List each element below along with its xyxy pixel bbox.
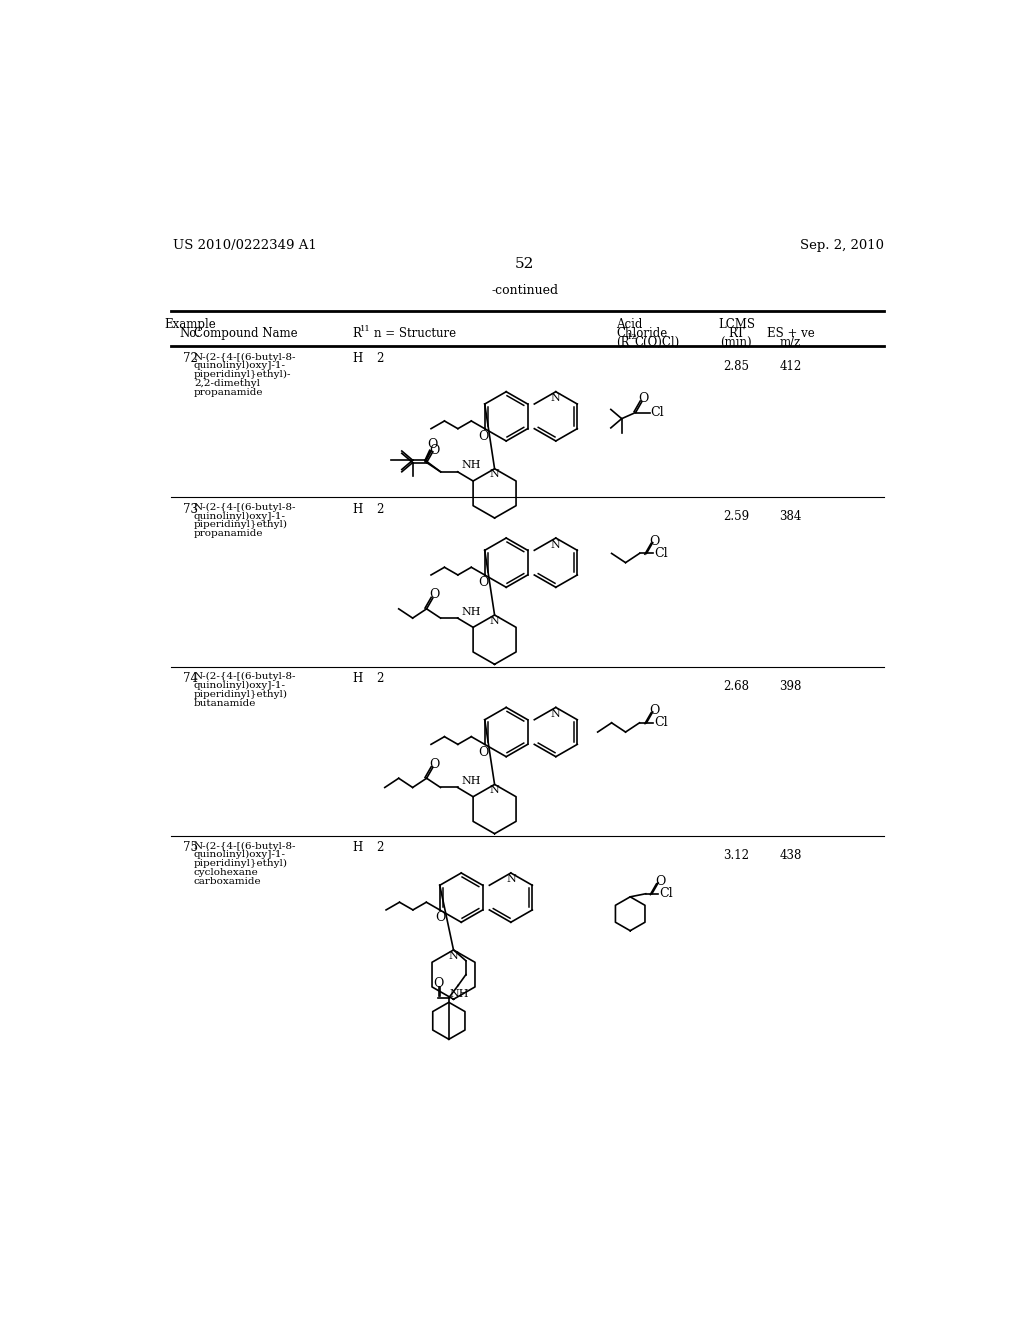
Text: 2.68: 2.68	[723, 680, 750, 693]
Text: Cl: Cl	[658, 887, 673, 900]
Text: 52: 52	[515, 257, 535, 271]
Text: quinolinyl)oxy]-1-: quinolinyl)oxy]-1-	[194, 681, 286, 690]
Text: n = Structure: n = Structure	[375, 327, 457, 341]
Text: butanamide: butanamide	[194, 698, 256, 708]
Text: piperidinyl}ethyl): piperidinyl}ethyl)	[194, 520, 288, 529]
Text: N: N	[449, 950, 459, 961]
Text: N-(2-{4-[(6-butyl-8-: N-(2-{4-[(6-butyl-8-	[194, 841, 296, 850]
Text: propanamide: propanamide	[194, 529, 263, 539]
Text: cyclohexane: cyclohexane	[194, 869, 259, 876]
Text: Example: Example	[164, 318, 216, 331]
Text: N-(2-{4-[(6-butyl-8-: N-(2-{4-[(6-butyl-8-	[194, 503, 296, 512]
Text: 412: 412	[779, 360, 802, 374]
Text: O: O	[478, 746, 488, 759]
Text: 2: 2	[376, 841, 383, 854]
Text: carboxamide: carboxamide	[194, 876, 261, 886]
Text: O: O	[638, 392, 648, 405]
Text: 2.59: 2.59	[723, 511, 750, 523]
Text: O: O	[429, 758, 439, 771]
Text: piperidinyl}ethyl): piperidinyl}ethyl)	[194, 859, 288, 869]
Text: Cl: Cl	[654, 717, 668, 730]
Text: O: O	[429, 444, 439, 457]
Text: 2: 2	[376, 672, 383, 685]
Text: Cl: Cl	[654, 546, 668, 560]
Text: -continued: -continued	[492, 284, 558, 297]
Text: (min): (min)	[721, 337, 753, 350]
Text: quinolinyl)oxy]-1-: quinolinyl)oxy]-1-	[194, 511, 286, 520]
Text: m/z: m/z	[780, 337, 801, 350]
Text: O: O	[478, 430, 488, 444]
Text: No.: No.	[179, 327, 201, 341]
Text: Acid: Acid	[616, 318, 643, 331]
Text: 74: 74	[182, 672, 198, 685]
Text: O: O	[428, 438, 438, 451]
Text: O: O	[435, 911, 445, 924]
Text: NH: NH	[462, 776, 481, 785]
Text: 2: 2	[376, 352, 383, 366]
Text: H: H	[352, 672, 362, 685]
Text: propanamide: propanamide	[194, 388, 263, 397]
Text: quinolinyl)oxy]-1-: quinolinyl)oxy]-1-	[194, 362, 286, 371]
Text: N-(2-{4-[(6-butyl-8-: N-(2-{4-[(6-butyl-8-	[194, 352, 296, 362]
Text: piperidinyl}ethyl): piperidinyl}ethyl)	[194, 689, 288, 698]
Text: N: N	[489, 615, 500, 626]
Text: R: R	[352, 327, 361, 341]
Text: 438: 438	[779, 849, 802, 862]
Text: 73: 73	[182, 503, 198, 516]
Text: LCMS: LCMS	[718, 318, 755, 331]
Text: NH: NH	[462, 461, 481, 470]
Text: 11: 11	[359, 325, 371, 333]
Text: 398: 398	[779, 680, 802, 693]
Text: RT: RT	[728, 327, 744, 341]
Text: 2: 2	[376, 503, 383, 516]
Text: 12: 12	[627, 333, 638, 341]
Text: N: N	[551, 709, 561, 719]
Text: N: N	[489, 785, 500, 795]
Text: Sep. 2, 2010: Sep. 2, 2010	[800, 239, 884, 252]
Text: US 2010/0222349 A1: US 2010/0222349 A1	[173, 239, 316, 252]
Text: 72: 72	[182, 352, 198, 366]
Text: 2,2-dimethyl: 2,2-dimethyl	[194, 379, 260, 388]
Text: 75: 75	[182, 841, 198, 854]
Text: O: O	[649, 704, 659, 717]
Text: N: N	[551, 540, 561, 549]
Text: O: O	[649, 535, 659, 548]
Text: H: H	[352, 503, 362, 516]
Text: Chloride: Chloride	[616, 327, 668, 341]
Text: (R: (R	[616, 337, 630, 350]
Text: H: H	[352, 841, 362, 854]
Text: N: N	[506, 874, 516, 884]
Text: O: O	[433, 977, 444, 990]
Text: piperidinyl}ethyl)-: piperidinyl}ethyl)-	[194, 370, 292, 379]
Text: NH: NH	[450, 989, 469, 999]
Text: 384: 384	[779, 511, 802, 523]
Text: H: H	[352, 352, 362, 366]
Text: O: O	[655, 875, 666, 888]
Text: N-(2-{4-[(6-butyl-8-: N-(2-{4-[(6-butyl-8-	[194, 672, 296, 681]
Text: O: O	[478, 576, 488, 589]
Text: Cl: Cl	[650, 407, 664, 418]
Text: O: O	[429, 589, 439, 602]
Text: N: N	[489, 470, 500, 479]
Text: ES + ve: ES + ve	[767, 327, 814, 341]
Text: Compound Name: Compound Name	[194, 327, 298, 341]
Text: N: N	[551, 393, 561, 403]
Text: 3.12: 3.12	[723, 849, 750, 862]
Text: C(O)Cl): C(O)Cl)	[634, 337, 679, 350]
Text: quinolinyl)oxy]-1-: quinolinyl)oxy]-1-	[194, 850, 286, 859]
Text: 2.85: 2.85	[723, 360, 750, 374]
Text: NH: NH	[462, 607, 481, 616]
